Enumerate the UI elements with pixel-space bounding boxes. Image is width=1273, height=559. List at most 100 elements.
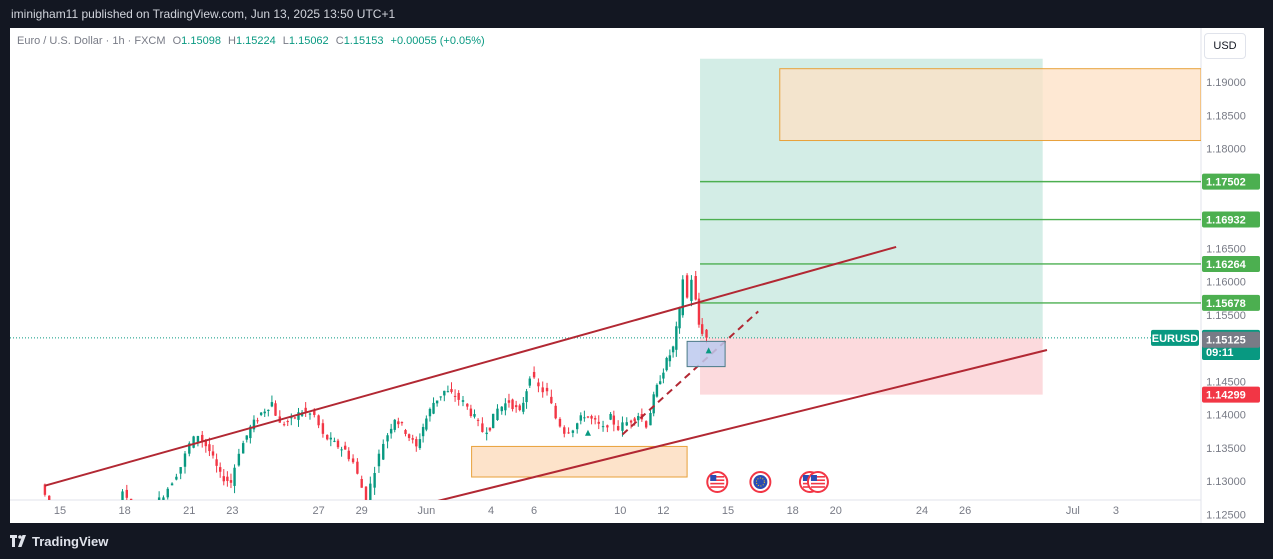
candle-body xyxy=(629,420,633,423)
candle xyxy=(428,407,432,422)
date-tick-label: 6 xyxy=(531,505,537,517)
candle xyxy=(208,437,211,457)
candle-body xyxy=(652,394,655,414)
candle xyxy=(537,378,540,393)
change-value: +0.00055 (+0.05%) xyxy=(390,35,485,47)
candle xyxy=(259,412,263,417)
candle xyxy=(183,451,187,474)
candle-body xyxy=(705,329,708,338)
candle-body xyxy=(340,449,343,451)
price-axis-label-bg xyxy=(1202,331,1260,348)
candle xyxy=(579,412,582,425)
candle xyxy=(435,400,439,407)
symbol-tag-text: EURUSD xyxy=(1152,333,1199,345)
candle-body xyxy=(537,382,540,387)
close-value: 1.15153 xyxy=(343,35,384,47)
candle-body xyxy=(252,419,256,430)
candle-body xyxy=(504,403,507,411)
candle-body xyxy=(637,416,640,421)
date-tick-label: 18 xyxy=(119,505,131,517)
candle-body xyxy=(461,400,465,402)
candle-body xyxy=(157,497,161,500)
candle-body xyxy=(229,480,233,483)
price-tick-label: 1.14500 xyxy=(1206,376,1246,388)
candle xyxy=(145,514,147,523)
candle-body xyxy=(138,512,140,514)
candle xyxy=(586,416,590,419)
price-tick-label: 1.16000 xyxy=(1206,277,1246,289)
candle-body xyxy=(149,509,151,516)
candle-body xyxy=(336,440,340,448)
price-axis-label-text: 1.16932 xyxy=(1206,215,1246,227)
open-value: 1.15098 xyxy=(181,35,221,47)
candle xyxy=(685,273,689,299)
candle-body xyxy=(514,405,518,408)
candle xyxy=(649,408,652,426)
candle-body xyxy=(550,396,553,404)
candle-body xyxy=(507,400,511,403)
candle xyxy=(360,475,363,488)
candle-body xyxy=(457,392,460,400)
candle-body xyxy=(421,427,425,437)
currency-button[interactable]: USD xyxy=(1204,33,1246,59)
candle-body xyxy=(439,396,442,398)
candle-body xyxy=(658,381,662,385)
us-flag-stripe xyxy=(810,482,825,485)
candle-body xyxy=(425,418,428,430)
candle-body xyxy=(435,400,439,404)
candle-body xyxy=(382,443,385,460)
candle xyxy=(336,438,340,450)
us-flag-stripe xyxy=(810,479,825,481)
us-flag-stripe xyxy=(710,482,725,485)
price-chart[interactable]: 1.190001.185001.180001.175001.170001.165… xyxy=(10,28,1264,523)
candle xyxy=(450,382,453,394)
candle-body xyxy=(293,417,297,419)
candle xyxy=(397,417,400,429)
candle-body xyxy=(700,324,704,334)
date-tick-label: 29 xyxy=(356,505,368,517)
candle-body xyxy=(313,410,316,415)
candle-body xyxy=(256,420,259,422)
price-tick-label: 1.13000 xyxy=(1206,476,1246,488)
candle-body xyxy=(196,436,200,442)
candle xyxy=(340,446,343,457)
candle xyxy=(606,424,609,433)
price-axis-label-text: 09:11 xyxy=(1206,347,1234,359)
candle-body xyxy=(407,434,411,439)
candle-body xyxy=(263,411,266,414)
price-axis-label-text: 1.17502 xyxy=(1206,177,1246,189)
swing-low-marker xyxy=(584,429,591,436)
date-tick-label: Jul xyxy=(1066,505,1080,517)
candle-body xyxy=(360,479,363,488)
candle-body xyxy=(211,451,215,456)
candle xyxy=(488,427,492,432)
candle xyxy=(550,389,553,405)
candle xyxy=(386,433,389,449)
candle xyxy=(558,417,562,428)
candle-body xyxy=(125,489,129,498)
candle xyxy=(675,321,678,357)
tradingview-logo-icon[interactable] xyxy=(10,535,28,547)
candle-body xyxy=(500,406,503,412)
candle-body xyxy=(179,467,182,474)
candle-body xyxy=(411,438,414,440)
candle xyxy=(274,400,277,416)
candle xyxy=(229,473,233,489)
candle-body xyxy=(373,472,376,488)
candle xyxy=(389,423,393,439)
stop-loss-zone xyxy=(700,337,1043,395)
candle xyxy=(476,418,480,427)
candle xyxy=(514,400,518,413)
candle xyxy=(504,398,507,416)
candle-body xyxy=(192,436,195,448)
candle-body xyxy=(188,443,191,454)
tradingview-brand[interactable]: TradingView xyxy=(32,534,109,549)
candle-body xyxy=(321,423,325,434)
candle-body xyxy=(389,428,393,434)
candle-body xyxy=(612,415,616,425)
chart-legend: Euro / U.S. Dollar · 1h · FXCM O1.15098 … xyxy=(17,35,485,47)
chart-panel[interactable]: 1.190001.185001.180001.175001.170001.165… xyxy=(10,28,1264,523)
candle-body xyxy=(418,439,422,449)
candle xyxy=(192,435,195,449)
candle-body xyxy=(432,402,435,414)
